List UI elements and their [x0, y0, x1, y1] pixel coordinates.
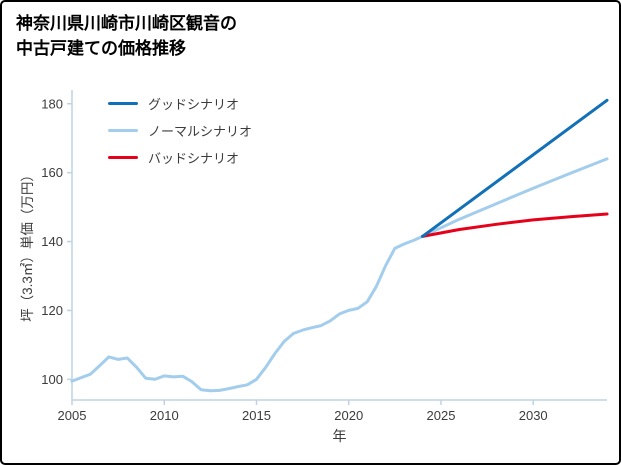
y-axis-label: 坪（3.3㎡）単価（万円） — [20, 168, 35, 322]
y-tick-label: 120 — [41, 303, 63, 318]
legend-label: グッドシナリオ — [148, 96, 240, 112]
legend-label: バッドシナリオ — [148, 150, 240, 166]
x-axis-label: 年 — [332, 428, 347, 444]
series-line — [70, 157, 609, 393]
legend-swatch-icon — [108, 155, 138, 159]
legend-label: ノーマルシナリオ — [148, 123, 253, 139]
y-tick-label: 140 — [41, 234, 63, 249]
legend-item-0: グッドシナリオ — [108, 94, 252, 112]
legend-item-2: バッドシナリオ — [108, 148, 252, 166]
y-tick-label: 180 — [41, 96, 63, 111]
legend-swatch-icon — [108, 101, 138, 105]
y-tick-label: 100 — [41, 372, 63, 387]
x-tick-label: 2010 — [150, 408, 179, 423]
legend-swatch-icon — [108, 128, 138, 132]
legend: グッドシナリオ ノーマルシナリオ バッドシナリオ — [108, 94, 252, 166]
series-line — [421, 98, 609, 238]
x-tick-label: 2015 — [242, 408, 271, 423]
chart-title: 神奈川県川崎市川崎区観音の 中古戸建ての価格推移 — [16, 12, 237, 61]
legend-item-1: ノーマルシナリオ — [108, 121, 252, 139]
chart-title-line1: 神奈川県川崎市川崎区観音の — [16, 14, 237, 33]
series-line — [421, 212, 609, 238]
chart-title-line2: 中古戸建ての価格推移 — [16, 38, 186, 58]
x-tick-label: 2005 — [58, 408, 87, 423]
x-tick-label: 2020 — [334, 408, 363, 423]
y-tick-label: 160 — [41, 165, 63, 180]
x-tick-label: 2025 — [427, 408, 456, 423]
x-tick-label: 2030 — [519, 408, 548, 423]
